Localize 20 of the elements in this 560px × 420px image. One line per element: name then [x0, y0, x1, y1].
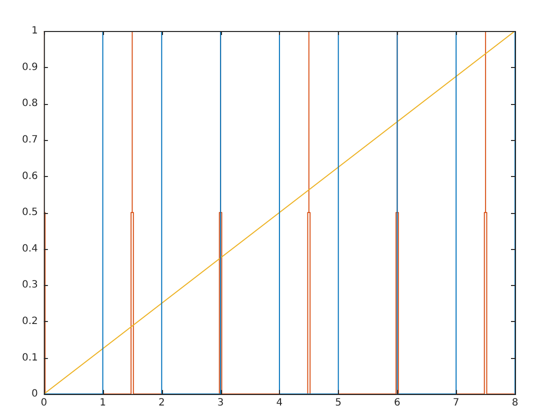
y-tick-label: 0.9: [22, 62, 38, 73]
x-tick-label: 4: [276, 398, 283, 409]
y-tick-label: 0.3: [22, 280, 38, 291]
y-tick-label: 0.5: [22, 207, 38, 218]
y-tick-label: 0.2: [22, 316, 38, 327]
y-tick-label: 0.6: [22, 170, 38, 182]
x-tick-label: 3: [217, 398, 224, 409]
x-tick-label: 6: [394, 398, 400, 409]
x-tick-label: 5: [335, 398, 342, 409]
y-tick-label: 0.8: [22, 98, 38, 110]
y-tick-label: 0.1: [22, 352, 38, 364]
y-tick-label: 0: [32, 388, 38, 400]
x-tick-label: 8: [512, 398, 518, 409]
y-tick-label: 0.4: [22, 243, 38, 254]
y-tick-label: 0.7: [22, 134, 38, 146]
y-tick-label: 1: [32, 26, 38, 37]
x-tick-label: 7: [452, 398, 460, 409]
x-tick-label: 1: [100, 398, 106, 409]
x-tick-label: 2: [158, 398, 165, 409]
x-tick-label: 0: [40, 398, 48, 409]
